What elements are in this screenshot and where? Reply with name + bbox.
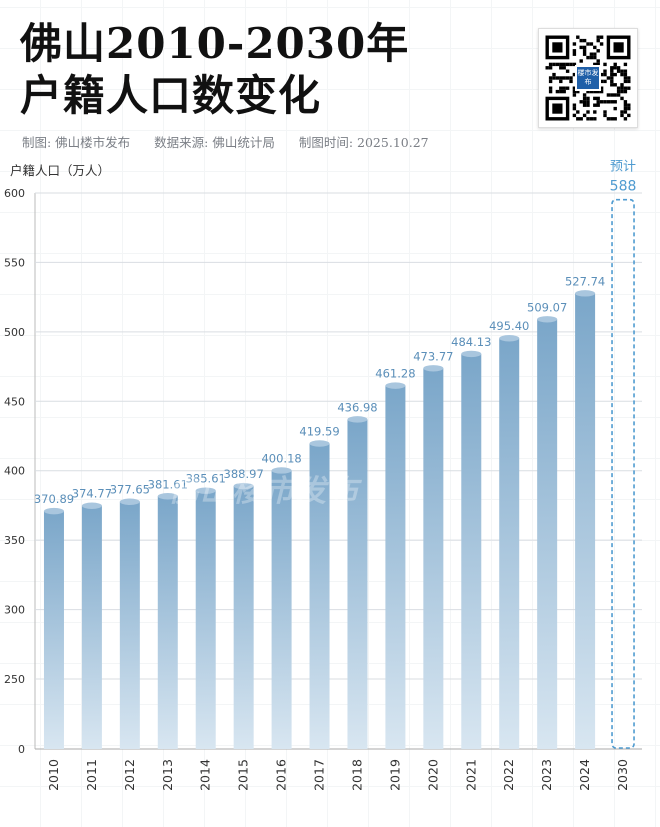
bar bbox=[461, 353, 482, 749]
bar-cap bbox=[43, 507, 64, 515]
x-tick-label: 2021 bbox=[463, 759, 478, 791]
bar-cap bbox=[233, 482, 254, 490]
x-tick-label: 2019 bbox=[387, 759, 402, 791]
x-tick-label: 2018 bbox=[349, 759, 364, 791]
x-tick-label: 2016 bbox=[274, 759, 289, 791]
bar bbox=[119, 501, 140, 749]
x-tick-label: 2014 bbox=[198, 759, 213, 791]
x-tick-label: 2023 bbox=[539, 759, 554, 791]
value-label: 370.89 bbox=[34, 492, 74, 506]
value-label: 527.74 bbox=[565, 274, 605, 288]
value-label: 388.97 bbox=[224, 467, 264, 481]
bar-cap bbox=[461, 350, 482, 358]
bar bbox=[385, 385, 406, 749]
value-label: 400.18 bbox=[261, 451, 301, 465]
watermark: 佛山楼市发布 bbox=[168, 474, 360, 509]
bar bbox=[81, 505, 102, 749]
bar bbox=[575, 293, 596, 749]
y-axis-label: 户籍人口（万人） bbox=[10, 163, 111, 178]
y-tick-label: 550 bbox=[4, 256, 25, 269]
value-label: 473.77 bbox=[413, 349, 453, 363]
title-line-2: 户籍人口数变化 bbox=[20, 71, 322, 120]
y-tick-label: 600 bbox=[4, 187, 25, 200]
meta-info: 制图: 佛山楼市发布 数据来源: 佛山统计局 制图时间: 2025.10.27 bbox=[22, 132, 449, 151]
x-tick-label: 2015 bbox=[236, 759, 251, 791]
bar-cap bbox=[423, 365, 444, 372]
value-label: 419.59 bbox=[299, 425, 339, 439]
bar-cap bbox=[537, 316, 558, 323]
value-label: 385.61 bbox=[186, 472, 226, 486]
bar bbox=[157, 496, 178, 749]
bar bbox=[233, 486, 254, 749]
bar-cap bbox=[385, 382, 406, 389]
bar-cap bbox=[309, 440, 330, 447]
x-tick-label: 2010 bbox=[46, 759, 61, 791]
x-tick-label: 2012 bbox=[122, 759, 137, 791]
y-tick-label: 450 bbox=[4, 395, 25, 408]
value-label: 588 bbox=[610, 179, 637, 195]
bar bbox=[347, 419, 368, 749]
bar bbox=[423, 368, 444, 749]
y-tick-label: 300 bbox=[4, 604, 25, 617]
value-label: 495.40 bbox=[489, 319, 529, 333]
value-label: 509.07 bbox=[527, 300, 567, 314]
title-line-1: 佛山2010-2030年 bbox=[20, 19, 410, 68]
bar-cap bbox=[157, 493, 178, 500]
qr-code[interactable]: 楼市发布 bbox=[538, 28, 638, 128]
bar-cap bbox=[119, 498, 140, 505]
bar bbox=[43, 511, 64, 749]
bar-cap bbox=[81, 502, 102, 509]
value-label: 461.28 bbox=[375, 367, 415, 381]
forecast-label: 预计 bbox=[610, 160, 636, 175]
x-tick-label: 2017 bbox=[312, 759, 327, 791]
x-tick-label: 2020 bbox=[425, 759, 440, 791]
y-tick-label: 400 bbox=[4, 465, 25, 478]
y-tick-label: 350 bbox=[4, 534, 25, 547]
value-label: 377.65 bbox=[110, 483, 150, 497]
bar bbox=[537, 319, 558, 749]
qr-logo: 楼市发布 bbox=[575, 65, 601, 91]
x-tick-label: 2013 bbox=[160, 759, 175, 791]
bar-cap bbox=[347, 416, 368, 423]
x-tick-label: 2011 bbox=[84, 759, 99, 791]
bar bbox=[271, 470, 292, 749]
bar-cap bbox=[575, 290, 596, 297]
y-tick-label: 250 bbox=[4, 673, 25, 686]
value-label: 484.13 bbox=[451, 335, 491, 349]
x-tick-label: 2022 bbox=[501, 759, 516, 791]
bar-cap bbox=[195, 487, 216, 494]
bar bbox=[499, 338, 520, 749]
bar-cap bbox=[499, 335, 520, 342]
y-tick-label: 500 bbox=[4, 326, 25, 339]
page-title: 佛山2010-2030年 户籍人口数变化 bbox=[20, 18, 409, 122]
credit-text: 制图: 佛山楼市发布 bbox=[22, 135, 131, 150]
bar-cap bbox=[271, 467, 292, 474]
date-text: 制图时间: 2025.10.27 bbox=[298, 135, 429, 150]
y-tick-label: 0 bbox=[18, 743, 25, 756]
source-text: 数据来源: 佛山统计局 bbox=[154, 135, 275, 150]
value-label: 436.98 bbox=[337, 400, 377, 414]
x-tick-label: 2030 bbox=[615, 759, 630, 791]
bar bbox=[195, 490, 216, 749]
bar-forecast bbox=[611, 198, 635, 749]
value-label: 381.61 bbox=[148, 477, 188, 491]
bar bbox=[309, 443, 330, 749]
value-label: 374.77 bbox=[72, 487, 112, 501]
x-tick-label: 2024 bbox=[577, 759, 592, 791]
